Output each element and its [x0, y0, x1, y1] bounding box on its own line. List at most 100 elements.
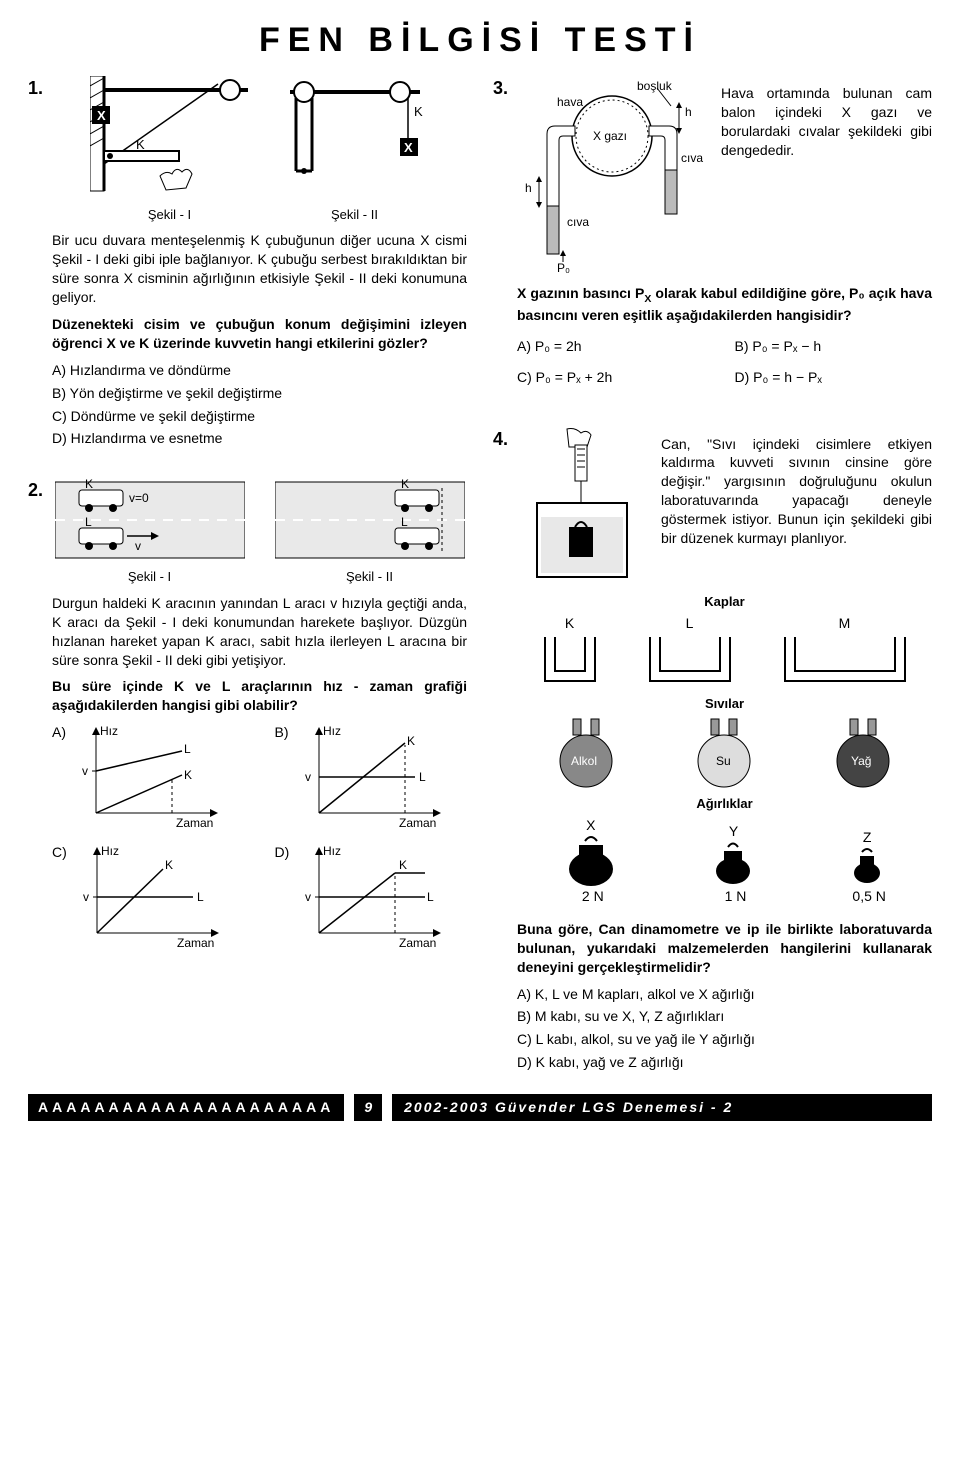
- svg-text:Hız: Hız: [323, 844, 341, 858]
- q2-graphs: A) Hız Zaman v L: [52, 723, 467, 953]
- q1-fig1-caption: Şekil - I: [90, 206, 250, 224]
- q2-opt-c: C) Hız Zaman v K: [52, 843, 245, 953]
- svg-text:Alkol: Alkol: [571, 754, 597, 768]
- q4-choice-a: A) K, L ve M kapları, alkol ve X ağırlığ…: [517, 985, 932, 1004]
- q4: 4.: [493, 427, 932, 1077]
- q2-opt-b-label: B): [275, 723, 289, 833]
- q1-p2: Düzenekteki cisim ve çubuğun konum değiş…: [52, 315, 467, 353]
- ag-Z: Z 0,5 N: [846, 828, 888, 906]
- svg-text:h: h: [685, 105, 692, 119]
- q3-choices: A) P₀ = 2h B) P₀ = Pₓ − h C) P₀ = Pₓ + 2…: [517, 333, 932, 391]
- svg-text:L: L: [419, 770, 426, 784]
- q4-body: Can, "Sıvı içindeki cisimlere etkiyen ka…: [517, 427, 932, 1077]
- q3-number: 3.: [493, 76, 517, 391]
- ag-X: X 2 N: [561, 816, 621, 906]
- q3-choice-b: B) P₀ = Pₓ − h: [735, 337, 933, 356]
- q4-choice-b: B) M kabı, su ve X, Y, Z ağırlıkları: [517, 1007, 932, 1026]
- q3-body: X gazı hava boşluk h cıva: [517, 76, 932, 391]
- svg-text:L: L: [427, 890, 434, 904]
- q1: 1.: [28, 76, 467, 452]
- svg-text:Yağ: Yağ: [851, 754, 871, 768]
- q2-number: 2.: [28, 478, 52, 953]
- q2-fig2: K L Şekil - II: [275, 478, 465, 586]
- q3-top: X gazı hava boşluk h cıva: [517, 76, 932, 276]
- kap-M: M: [775, 614, 915, 689]
- svg-text:Hız: Hız: [101, 844, 119, 858]
- q1-number: 1.: [28, 76, 52, 452]
- sivi-alkol: Alkol: [541, 717, 631, 789]
- q4-choice-c: C) L kabı, alkol, su ve yağ ile Y ağırlı…: [517, 1030, 932, 1049]
- q3-p2: X gazının basıncı PX olarak kabul edildi…: [517, 284, 932, 325]
- q3-choice-c: C) P₀ = Pₓ + 2h: [517, 368, 715, 387]
- columns: 1.: [28, 76, 932, 1076]
- ag-X-w: 2 N: [582, 887, 604, 906]
- q1-choices: A) Hızlandırma ve döndürme B) Yön değişt…: [52, 361, 467, 449]
- footer-aaa: AAAAAAAAAAAAAAAAAAAAA: [28, 1094, 344, 1121]
- svg-text:v: v: [83, 890, 89, 904]
- q2-opt-d-label: D): [275, 843, 290, 953]
- q2-fig2-svg: K L: [275, 478, 465, 568]
- svg-text:K: K: [184, 768, 192, 782]
- footer: AAAAAAAAAAAAAAAAAAAAA 9 2002-2003 Güvend…: [28, 1094, 932, 1121]
- q4-setup: [517, 427, 647, 587]
- q4-kaplar: K L M: [517, 614, 932, 689]
- svg-text:Zaman: Zaman: [176, 816, 213, 830]
- q2-p2: Bu süre içinde K ve L araçlarının hız - …: [52, 677, 467, 715]
- ag-Z-w: 0,5 N: [852, 887, 885, 906]
- svg-text:Hız: Hız: [323, 724, 341, 738]
- svg-text:K: K: [85, 478, 93, 491]
- svg-text:X: X: [404, 140, 413, 155]
- ag-Y: Y 1 N: [708, 822, 758, 906]
- svg-text:X: X: [97, 108, 106, 123]
- q4-sivilar-label: Sıvılar: [517, 695, 932, 713]
- q2-opt-b: B) Hız Zaman v K: [275, 723, 468, 833]
- q1-fig2: X K Şekil - II: [280, 76, 430, 224]
- q1-body: X K Şekil - I: [52, 76, 467, 452]
- q4-agirliklar: X 2 N Y 1 N Z 0,5 N: [517, 816, 932, 906]
- ag-Z-label: Z: [846, 828, 888, 847]
- svg-text:Zaman: Zaman: [399, 816, 436, 830]
- ag-Y-label: Y: [708, 822, 758, 841]
- kap-L: L: [640, 614, 740, 689]
- q4-choices: A) K, L ve M kapları, alkol ve X ağırlığ…: [517, 985, 932, 1073]
- kap-L-label: L: [640, 614, 740, 633]
- svg-text:Zaman: Zaman: [399, 936, 436, 950]
- q4-number: 4.: [493, 427, 517, 1077]
- q2-fig1-svg: K v=0 L v: [55, 478, 245, 568]
- kap-K-label: K: [535, 614, 605, 633]
- svg-text:cıva: cıva: [567, 215, 589, 229]
- q3-p2a: X gazının basıncı P: [517, 285, 644, 301]
- q1-fig1: X K Şekil - I: [90, 76, 250, 224]
- svg-text:K: K: [414, 104, 423, 119]
- svg-text:Zaman: Zaman: [177, 936, 214, 950]
- svg-text:K: K: [399, 858, 407, 872]
- q3-p1: Hava ortamında bulunan cam balon içindek…: [721, 84, 932, 160]
- q1-choice-a: A) Hızlandırma ve döndürme: [52, 361, 467, 380]
- q1-fig2-svg: X K: [280, 76, 430, 206]
- q2-body: K v=0 L v Şekil - I: [52, 478, 467, 953]
- q3-choice-d: D) P₀ = h − Pₓ: [735, 368, 933, 387]
- q2-opt-a: A) Hız Zaman v L: [52, 723, 245, 833]
- svg-text:K: K: [401, 478, 409, 491]
- svg-text:v: v: [135, 539, 141, 553]
- svg-text:h: h: [525, 181, 532, 195]
- svg-text:v: v: [305, 890, 311, 904]
- q1-choice-b: B) Yön değiştirme ve şekil değiştirme: [52, 384, 467, 403]
- q4-agirliklar-label: Ağırlıklar: [517, 795, 932, 813]
- sivi-yag: Yağ: [818, 717, 908, 789]
- footer-pagenum: 9: [354, 1094, 382, 1121]
- svg-text:P₀: P₀: [557, 261, 570, 275]
- q3: 3. X gazı hava boşluk: [493, 76, 932, 391]
- svg-text:K: K: [407, 734, 415, 748]
- svg-text:boşluk: boşluk: [637, 79, 673, 93]
- q3-diagram: X gazı hava boşluk h cıva: [517, 76, 707, 276]
- page: FEN BİLGİSİ TESTİ 1.: [0, 0, 960, 1131]
- ag-Y-w: 1 N: [725, 887, 747, 906]
- q4-sivilar: Alkol Su: [517, 717, 932, 789]
- q1-p1: Bir ucu duvara menteşelenmiş K çubuğunun…: [52, 231, 467, 307]
- svg-text:v: v: [305, 770, 311, 784]
- q1-choice-c: C) Döndürme ve şekil değiştirme: [52, 407, 467, 426]
- q1-choice-d: D) Hızlandırma ve esnetme: [52, 429, 467, 448]
- q4-top: Can, "Sıvı içindeki cisimlere etkiyen ka…: [517, 427, 932, 587]
- q2: 2. K v=0: [28, 478, 467, 953]
